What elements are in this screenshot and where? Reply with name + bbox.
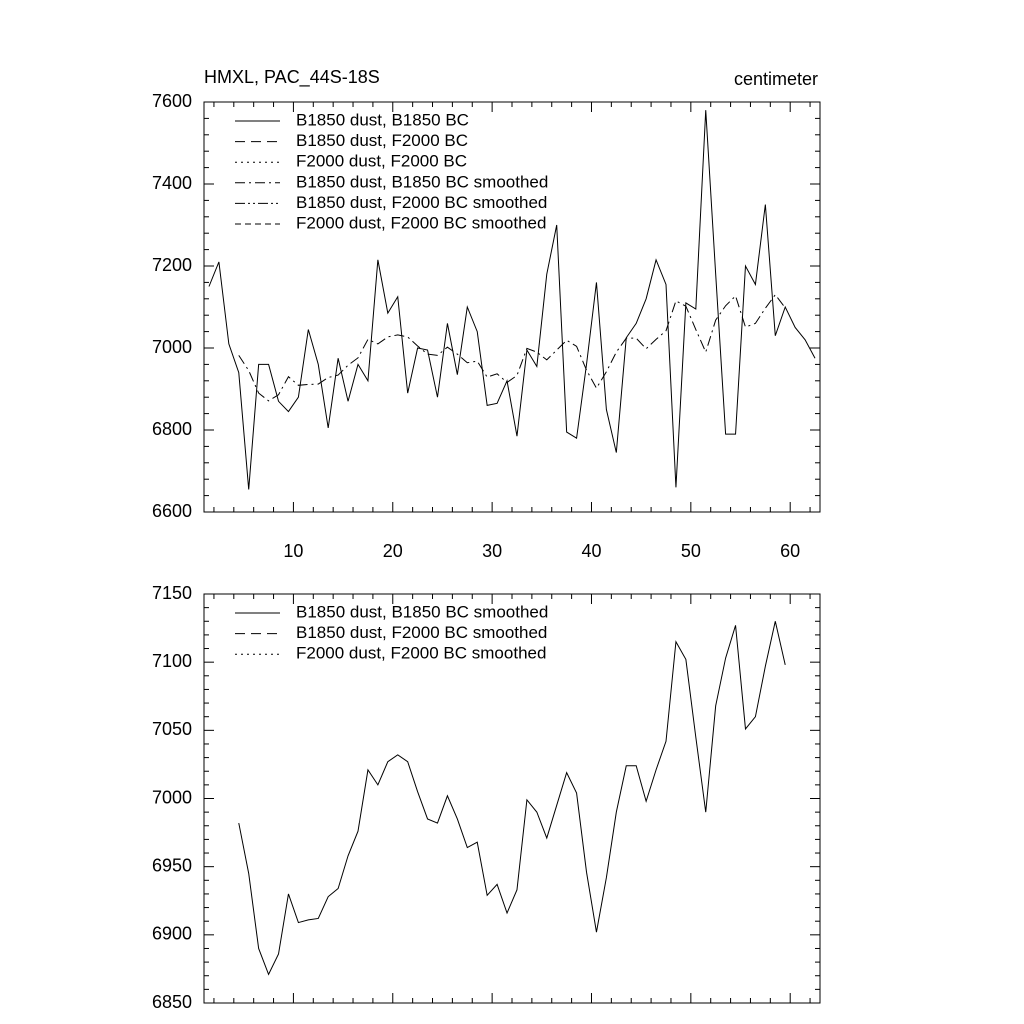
legend-label: B1850 dust, F2000 BC smoothed (296, 623, 547, 642)
legend-label: B1850 dust, F2000 BC smoothed (296, 193, 547, 212)
legend-label: F2000 dust, F2000 BC smoothed (296, 644, 546, 663)
x-tick-label: 30 (482, 541, 502, 561)
y-tick-label: 7000 (152, 787, 192, 807)
y-tick-label: 7050 (152, 719, 192, 739)
x-tick-label: 10 (283, 541, 303, 561)
x-tick-label: 20 (383, 541, 403, 561)
chart-title: HMXL, PAC_44S-18S (204, 67, 380, 88)
legend-label: B1850 dust, F2000 BC (296, 131, 468, 150)
y-tick-label: 7600 (152, 91, 192, 111)
series-line (238, 621, 786, 976)
y-tick-label: 6850 (152, 992, 192, 1012)
y-tick-label: 7150 (152, 583, 192, 603)
legend-label: B1850 dust, B1850 BC smoothed (296, 602, 548, 621)
x-tick-label: 40 (581, 541, 601, 561)
x-tick-label: 50 (681, 541, 701, 561)
y-tick-label: 6800 (152, 419, 192, 439)
legend-label: B1850 dust, B1850 BC smoothed (296, 172, 548, 191)
legend-label: B1850 dust, B1850 BC (296, 110, 469, 129)
series-line (238, 293, 786, 402)
y-tick-label: 7400 (152, 173, 192, 193)
y-tick-label: 7200 (152, 255, 192, 275)
y-tick-label: 6950 (152, 855, 192, 875)
x-tick-label: 60 (780, 541, 800, 561)
y-tick-label: 6900 (152, 924, 192, 944)
legend-label: F2000 dust, F2000 BC (296, 152, 467, 171)
series-line (208, 110, 816, 490)
units-label: centimeter (734, 69, 818, 89)
y-tick-label: 7000 (152, 337, 192, 357)
y-tick-label: 6600 (152, 501, 192, 521)
legend-label: F2000 dust, F2000 BC smoothed (296, 213, 546, 232)
y-tick-label: 7100 (152, 651, 192, 671)
